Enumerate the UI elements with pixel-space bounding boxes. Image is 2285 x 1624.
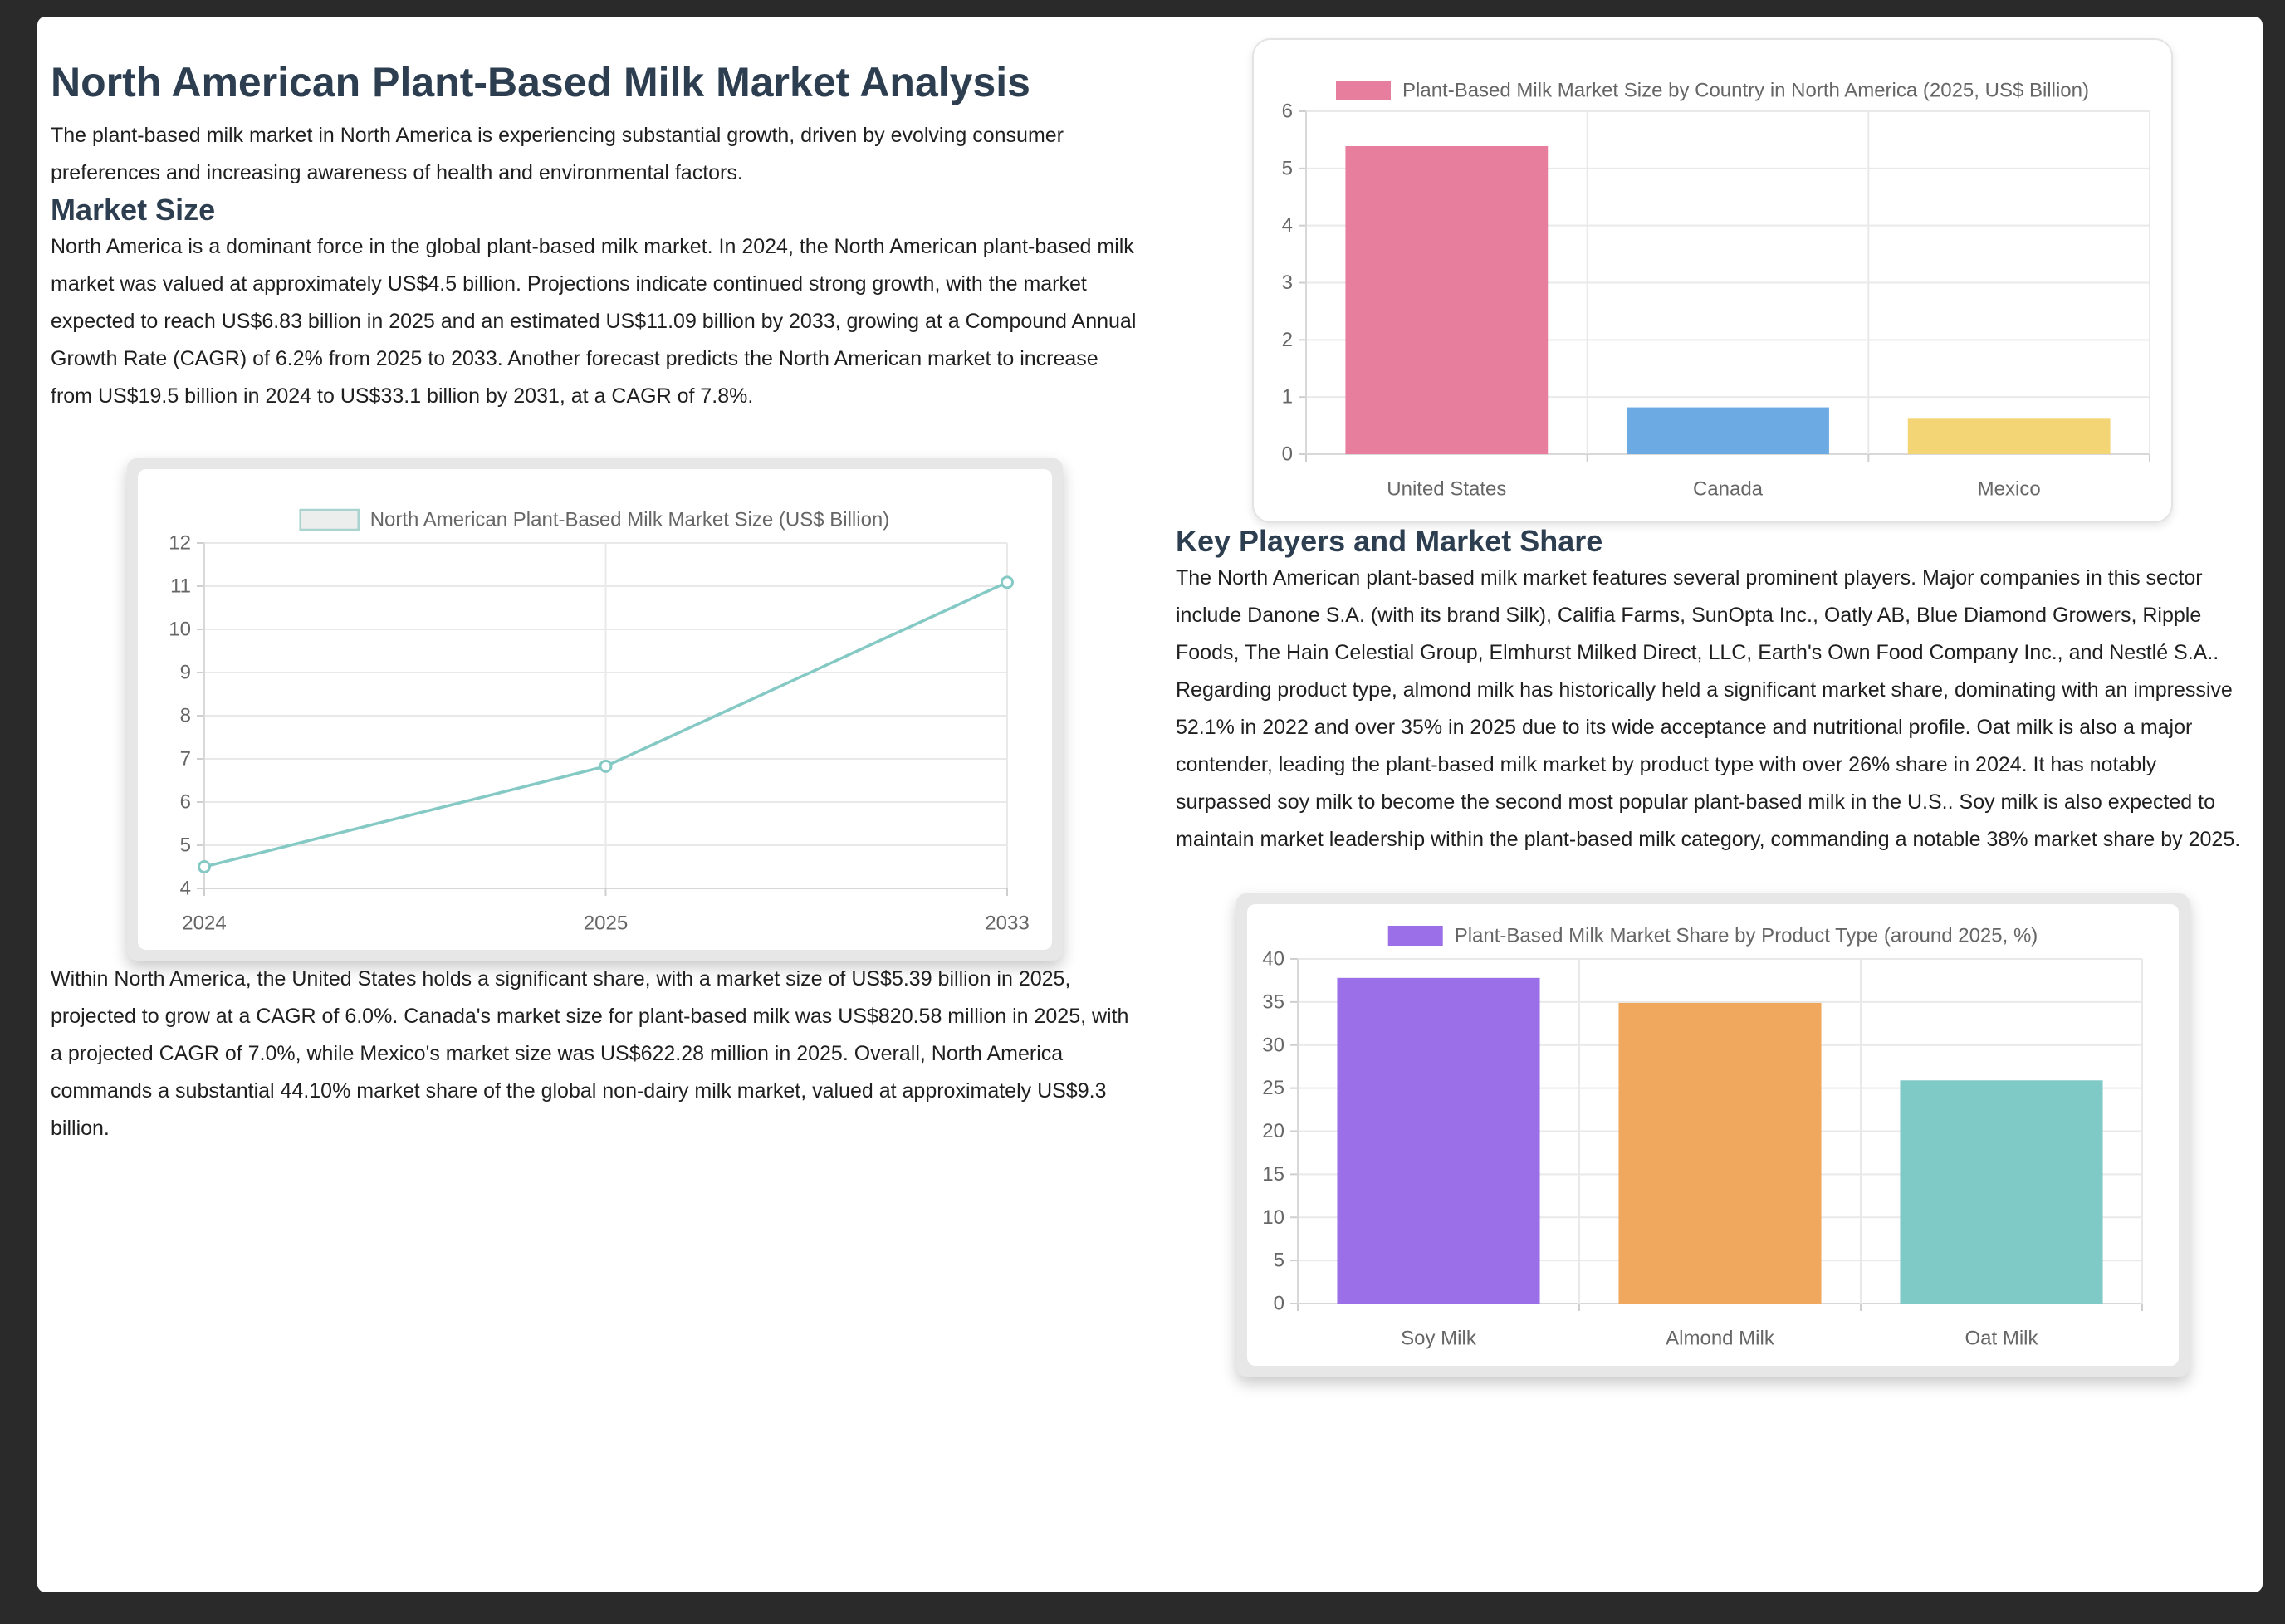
bar-canada xyxy=(1627,407,1829,454)
y-tick-label: 4 xyxy=(179,878,190,900)
y-tick-label: 0 xyxy=(1273,1293,1284,1315)
y-tick-label: 2 xyxy=(1282,329,1293,351)
y-tick-label: 25 xyxy=(1262,1077,1284,1099)
y-tick-label: 4 xyxy=(1282,214,1293,237)
y-tick-label: 5 xyxy=(179,834,190,857)
document-panel: North American Plant-Based Milk Market A… xyxy=(37,17,2263,1592)
market-size-paragraph-1: North America is a dominant force in the… xyxy=(51,235,1137,408)
y-tick-label: 15 xyxy=(1262,1163,1284,1186)
document-title: North American Plant-Based Milk Market A… xyxy=(51,59,1030,105)
country-bar-chart-card: 0 1 2 3 4 5 6 United States Canada Mexico Plant-Ba… xyxy=(1252,38,2173,523)
market-size-paragraph-2: Within North America, the United States … xyxy=(51,967,1129,1140)
bar-soy-milk xyxy=(1336,977,1540,1304)
key-players-paragraph-2: Regarding product type, almond milk has … xyxy=(1176,678,2241,851)
bar-chart-svg: 0 1 2 3 4 5 6 United States Canada Mexico Plant-Ba… xyxy=(1282,80,2150,501)
legend-label: North American Plant-Based Milk Market S… xyxy=(369,509,889,531)
y-tick-label: 8 xyxy=(179,705,190,727)
right-column: 0 1 2 3 4 5 6 United States Canada Mexico Plant-Ba… xyxy=(1176,23,2249,1592)
y-tick-label: 40 xyxy=(1262,948,1284,971)
x-category-label: United States xyxy=(1387,478,1506,501)
legend-label: Plant-Based Milk Market Share by Product… xyxy=(1454,925,2038,947)
bar-mexico xyxy=(1907,418,2111,454)
x-category-label: Mexico xyxy=(1978,478,2041,501)
intro-paragraph: The plant-based milk market in North Ame… xyxy=(51,124,1064,184)
y-tick-label: 10 xyxy=(169,619,191,641)
y-tick-label: 9 xyxy=(179,662,190,684)
key-players-paragraph-1: The North American plant-based milk mark… xyxy=(1176,566,2219,664)
line-chart-svg: 4 5 6 7 8 9 10 11 12 2024 2025 2033 North American P… xyxy=(169,508,1029,935)
bar-united-states xyxy=(1345,145,1549,454)
x-category-label: 2033 xyxy=(985,912,1029,935)
x-category-label: Almond Milk xyxy=(1666,1328,1775,1350)
y-tick-label: 7 xyxy=(179,748,190,770)
y-tick-label: 6 xyxy=(179,791,190,814)
market-size-line-chart: 4 5 6 7 8 9 10 11 12 2024 2025 2033 North American P… xyxy=(137,469,1052,950)
market-size-heading: Market Size xyxy=(51,193,216,227)
line-chart-frame: 4 5 6 7 8 9 10 11 12 2024 2025 2033 North American P… xyxy=(126,458,1063,961)
y-tick-label: 5 xyxy=(1273,1250,1284,1272)
legend-swatch xyxy=(1387,926,1443,946)
left-column: North American Plant-Based Milk Market A… xyxy=(51,23,1138,1592)
y-tick-label: 10 xyxy=(1262,1206,1284,1229)
y-tick-label: 11 xyxy=(170,575,191,598)
y-tick-label: 1 xyxy=(1282,386,1293,408)
bar-chart-svg: 0 5 10 15 20 25 30 35 40 Soy Milk Almond Milk Oat M… xyxy=(1262,925,2143,1350)
y-tick-label: 0 xyxy=(1282,443,1293,466)
x-category-label: Soy Milk xyxy=(1401,1328,1477,1350)
y-tick-label: 5 xyxy=(1282,157,1293,179)
y-tick-label: 12 xyxy=(169,532,191,555)
product-bar-chart: 0 5 10 15 20 25 30 35 40 Soy Milk Almond Milk Oat M… xyxy=(1246,904,2179,1366)
data-point-marker xyxy=(1000,575,1014,589)
y-tick-label: 35 xyxy=(1262,991,1284,1013)
data-point-marker xyxy=(599,759,612,773)
legend-swatch xyxy=(298,508,360,531)
y-tick-label: 6 xyxy=(1282,100,1293,123)
data-point-marker xyxy=(197,860,211,873)
country-bar-chart: 0 1 2 3 4 5 6 United States Canada Mexico Plant-Ba… xyxy=(1254,40,2171,521)
y-tick-label: 30 xyxy=(1262,1034,1284,1056)
legend-label: Plant-Based Milk Market Size by Country … xyxy=(1402,80,2089,102)
bar-almond-milk xyxy=(1617,1002,1822,1304)
x-category-label: 2024 xyxy=(182,912,226,935)
product-bar-chart-frame: 0 5 10 15 20 25 30 35 40 Soy Milk Almond Milk Oat M… xyxy=(1235,893,2190,1377)
x-category-label: Canada xyxy=(1693,478,1764,501)
bar-oat-milk xyxy=(1899,1080,2103,1304)
key-players-heading: Key Players and Market Share xyxy=(1176,524,1603,558)
y-tick-label: 20 xyxy=(1262,1120,1284,1142)
y-tick-label: 3 xyxy=(1282,271,1293,294)
legend-swatch xyxy=(1336,81,1391,100)
x-category-label: Oat Milk xyxy=(1965,1328,2038,1350)
x-category-label: 2025 xyxy=(583,912,627,935)
